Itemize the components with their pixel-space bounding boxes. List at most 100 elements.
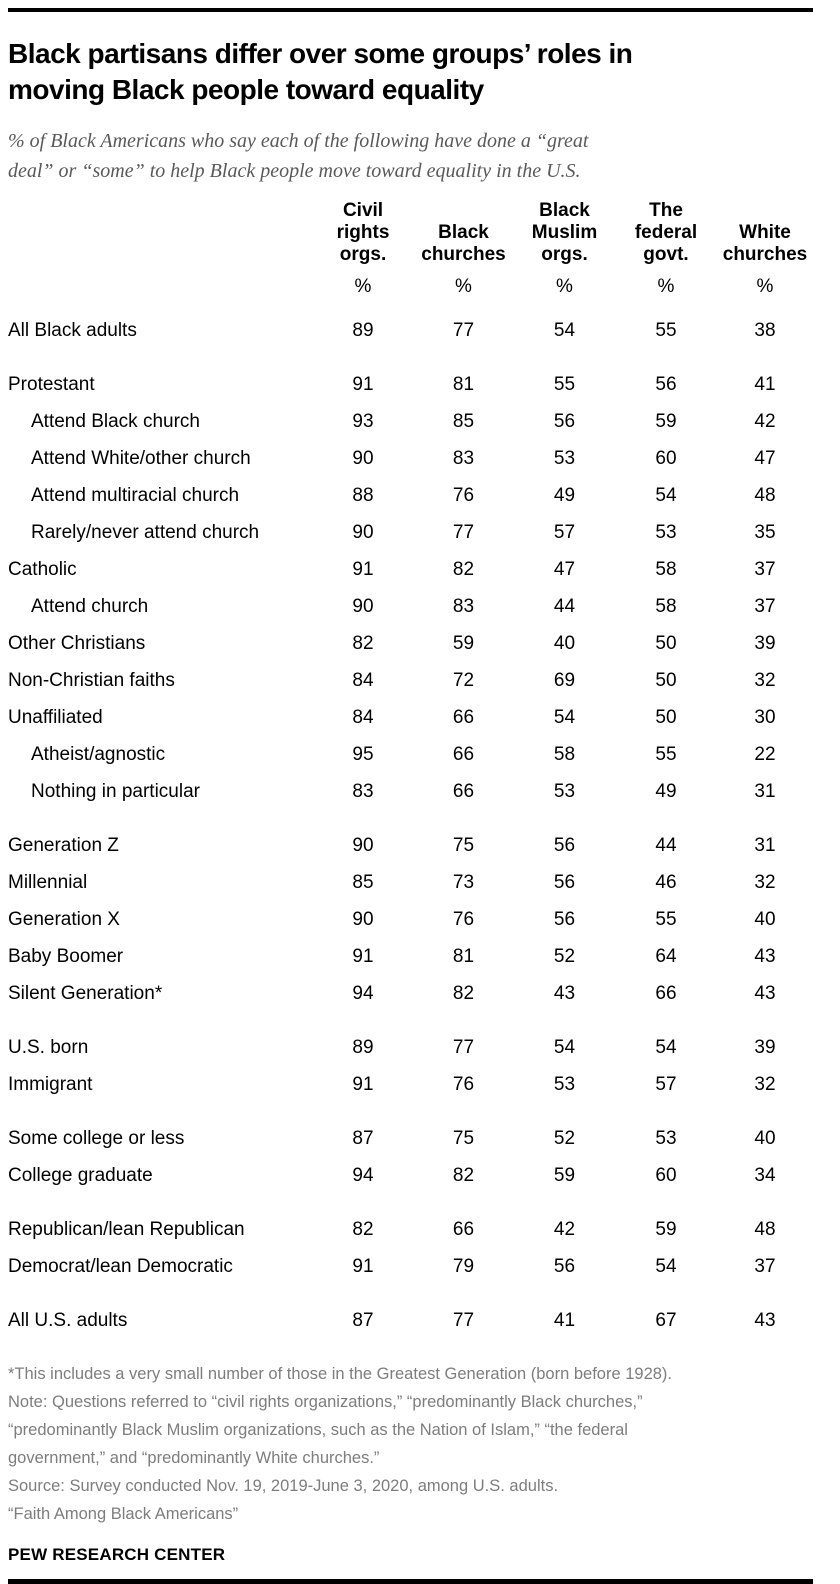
row-label: Attend White/other church	[31, 447, 251, 469]
cell-value: 32	[754, 1073, 776, 1095]
table-row: Generation X 90 76 56 55 40	[8, 901, 813, 938]
cell-value: 81	[452, 945, 475, 967]
cell-value: 82	[352, 632, 374, 654]
cell-value: 35	[754, 521, 776, 543]
cell-value: 40	[754, 908, 776, 930]
column-header: The federal govt.	[615, 200, 717, 266]
row-label: Unaffiliated	[8, 706, 103, 728]
row-label: Silent Generation*	[8, 982, 163, 1004]
column-header-line: orgs.	[339, 244, 387, 265]
cell-value: 87	[352, 1309, 374, 1331]
cell-value: 43	[754, 982, 776, 1004]
cell-value: 60	[655, 1164, 677, 1186]
cell-value: 64	[655, 945, 677, 967]
cell-value: 57	[553, 521, 576, 543]
column-header-line: The	[649, 200, 683, 221]
cell-value: 42	[553, 1218, 576, 1240]
cell-value: 67	[655, 1309, 677, 1331]
cell-value: 46	[655, 871, 677, 893]
row-label: Non-Christian faiths	[8, 669, 175, 691]
table-row: Other Christians 82 59 40 50 39	[8, 625, 813, 662]
row-label: All U.S. adults	[8, 1309, 128, 1331]
column-header-line: Civil	[342, 200, 384, 221]
column-header-line: churches	[722, 244, 808, 265]
row-label: Republican/lean Republican	[8, 1218, 245, 1240]
cell-value: 59	[655, 410, 677, 432]
note-line: government,” and “predominantly White ch…	[8, 1449, 380, 1467]
table-row: Unaffiliated 84 66 54 50 30	[8, 699, 813, 736]
table-row: Attend Black church 93 85 56 59 42	[8, 403, 813, 440]
cell-value: 58	[553, 743, 576, 765]
cell-value: 85	[452, 410, 475, 432]
column-header-line: churches	[421, 244, 506, 265]
cell-value: 66	[452, 780, 475, 802]
cell-value: 39	[754, 1036, 776, 1058]
table-row: College graduate 94 82 59 60 34	[8, 1157, 813, 1194]
cell-value: 32	[754, 669, 776, 691]
column-header: Civil rights orgs.	[313, 200, 413, 266]
cell-value: 94	[352, 982, 374, 1004]
cell-value: 83	[452, 447, 475, 469]
row-label: Atheist/agnostic	[31, 743, 166, 765]
cell-value: 91	[352, 1255, 374, 1277]
unit-row: %%%%%	[8, 275, 813, 299]
cell-value: 42	[754, 410, 776, 432]
row-label: Protestant	[8, 373, 95, 395]
row-label: Nothing in particular	[31, 780, 200, 802]
cell-value: 56	[553, 871, 576, 893]
cell-value: 37	[754, 1255, 776, 1277]
cell-value: 83	[352, 780, 374, 802]
cell-value: 75	[452, 1127, 475, 1149]
row-label: Attend multiracial church	[31, 484, 240, 506]
top-rule	[8, 8, 813, 12]
footnotes: *This includes a very small number of th…	[8, 1360, 813, 1528]
cell-value: 76	[452, 484, 475, 506]
cell-value: 52	[553, 945, 576, 967]
row-label: Immigrant	[8, 1073, 93, 1095]
cell-value: 82	[452, 982, 475, 1004]
cell-value: 95	[352, 743, 374, 765]
cell-value: 44	[553, 595, 576, 617]
cell-value: 37	[754, 558, 776, 580]
data-table: Civil rights orgs. Black churches Black Muslim…	[8, 200, 813, 1339]
cell-value: 66	[452, 743, 475, 765]
row-label: Generation X	[8, 908, 120, 930]
cell-value: 54	[553, 1036, 576, 1058]
cell-value: 38	[754, 319, 776, 341]
cell-value: 69	[553, 669, 576, 691]
table-row: Atheist/agnostic 95 66 58 55 22	[8, 736, 813, 773]
unit-label: %	[756, 276, 774, 297]
cell-value: 37	[754, 595, 776, 617]
note-line: Note: Questions referred to “civil right…	[8, 1393, 643, 1411]
cell-value: 60	[655, 447, 677, 469]
cell-value: 84	[352, 669, 374, 691]
subtitle-line-2: deal” or “some” to help Black people mov…	[8, 160, 581, 182]
column-header-line: Black	[539, 200, 590, 221]
table-row: All U.S. adults 87 77 41 67 43	[8, 1302, 813, 1339]
cell-value: 49	[553, 484, 576, 506]
note-line: *This includes a very small number of th…	[8, 1365, 673, 1383]
cell-value: 47	[553, 558, 576, 580]
cell-value: 31	[754, 780, 776, 802]
cell-value: 66	[452, 706, 475, 728]
cell-value: 77	[452, 1309, 475, 1331]
table-row: Immigrant 91 76 53 57 32	[8, 1066, 813, 1103]
row-label: U.S. born	[8, 1036, 89, 1058]
cell-value: 53	[553, 1073, 576, 1095]
cell-value: 82	[352, 1218, 374, 1240]
cell-value: 54	[655, 484, 677, 506]
cell-value: 56	[655, 373, 677, 395]
cell-value: 41	[754, 373, 776, 395]
table-row: Nothing in particular 83 66 53 49 31	[8, 773, 813, 810]
row-label: All Black adults	[8, 319, 137, 341]
column-header: Black Muslim orgs.	[514, 200, 615, 266]
cell-value: 59	[452, 632, 475, 654]
cell-value: 73	[452, 871, 475, 893]
row-label: College graduate	[8, 1164, 153, 1186]
row-label: Attend church	[31, 595, 149, 617]
cell-value: 90	[352, 595, 374, 617]
cell-value: 77	[452, 1036, 475, 1058]
cell-value: 81	[452, 373, 475, 395]
cell-value: 55	[553, 373, 576, 395]
cell-value: 77	[452, 521, 475, 543]
